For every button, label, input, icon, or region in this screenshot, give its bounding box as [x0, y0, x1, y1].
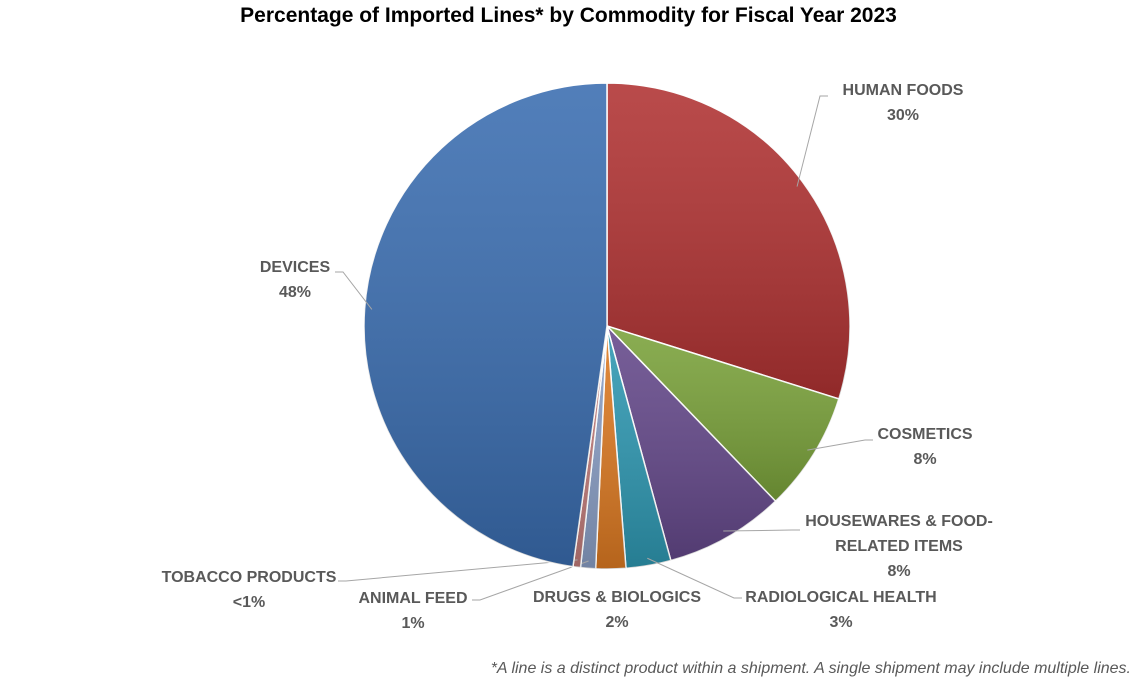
leader-line: [807, 439, 873, 451]
slice-label: DRUGS & BIOLOGICS 2%: [520, 585, 714, 635]
category-label: COSMETICS: [877, 426, 973, 443]
slice-shade: [607, 326, 839, 502]
slice-label: RADIOLOGICAL HEALTH 3%: [735, 585, 947, 635]
leader-line: [335, 271, 373, 310]
slice-shade: [364, 83, 607, 567]
slice-shade: [607, 83, 851, 399]
footnote: *A line is a distinct product within a s…: [490, 660, 1131, 677]
slice-label: TOBACCO PRODUCTS <1%: [150, 565, 348, 615]
slice-label: HUMAN FOODS 30%: [803, 78, 1003, 128]
slice-label: DEVICES 48%: [230, 255, 360, 305]
category-label: HOUSEWARES & FOOD-RELATED ITEMS: [805, 513, 993, 555]
value-label: 3%: [829, 614, 853, 631]
value-label: 8%: [887, 563, 911, 580]
leader-line: [723, 529, 800, 532]
category-label: HUMAN FOODS: [842, 82, 964, 99]
leader-line: [338, 559, 578, 582]
slice-shade: [607, 326, 776, 561]
value-label: 1%: [401, 615, 425, 632]
value-label: <1%: [232, 594, 266, 611]
category-label: ANIMAL FEED: [358, 590, 468, 607]
value-label: 8%: [913, 451, 937, 468]
slice-label: COSMETICS 8%: [845, 422, 1005, 472]
slice-label: HOUSEWARES & FOOD-RELATED ITEMS 8%: [790, 509, 1008, 584]
category-label: TOBACCO PRODUCTS: [161, 569, 337, 586]
leader-line: [647, 557, 742, 599]
slice-shade: [607, 326, 671, 569]
category-label: DRUGS & BIOLOGICS: [532, 589, 701, 606]
leader-line: [472, 560, 589, 601]
slice-shade: [595, 326, 626, 569]
chart-title: Percentage of Imported Lines* by Commodi…: [240, 4, 897, 27]
value-label: 2%: [605, 614, 629, 631]
slice-label: ANIMAL FEED 1%: [340, 586, 486, 636]
leader-line: [796, 95, 828, 187]
value-label: 30%: [886, 107, 920, 124]
category-label: DEVICES: [259, 259, 331, 276]
category-label: RADIOLOGICAL HEALTH: [745, 589, 937, 606]
value-label: 48%: [278, 284, 312, 301]
